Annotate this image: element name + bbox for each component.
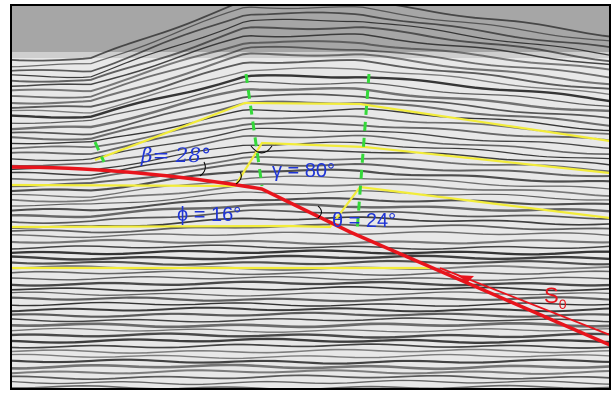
seismic-reflector [11,190,610,207]
seismic-reflector [11,93,610,136]
fault-arrow-head [456,275,474,282]
seismic-reflector [11,202,610,219]
seismic-reflector [11,141,610,171]
seismic-reflector [11,238,610,245]
axial-surfaces [93,73,371,233]
seismic-reflector [11,134,610,167]
seismic-background [11,58,610,389]
seismic-reflector [11,18,610,79]
seismic-reflector [11,379,610,386]
theta-label: θ = 24° [332,210,396,232]
phi-label: ϕ = 16° [177,204,241,226]
seismic-reflector [11,363,610,371]
axial-surface-left [244,73,264,187]
seismic-reflector [11,332,610,339]
seismic-reflector [11,321,610,329]
surface-label-subscript: 0 [559,296,567,312]
seismic-reflector [11,231,610,239]
seismic-reflector [11,384,610,389]
surface-label-main: S [544,283,559,308]
fault-trace [11,165,610,347]
seismic-reflector [11,327,610,333]
seismic-reflector [11,59,610,109]
fault [11,165,610,347]
seismic-reflector [11,175,610,198]
beta-label: β= 28° [140,143,211,167]
seismic-reflector [11,254,610,261]
seismic-reflector [11,286,610,292]
seismic-reflector [11,74,610,119]
seismic-reflector [11,162,610,188]
seismic-reflector [11,306,610,313]
seismic-reflector [11,11,610,73]
seismic-reflector [11,317,610,323]
seismic-reflector [11,168,610,193]
axial-surface-hanging [93,141,106,163]
horizon-1 [94,101,610,162]
seismic-reflector [11,296,610,303]
seismic-reflector [11,183,610,203]
seismic-reflector [11,86,610,131]
seismic-reflector [11,121,610,156]
phi-arc [235,171,242,185]
seismic-reflector [11,108,610,145]
gamma-label: γ = 80° [272,160,335,182]
gamma-arc [250,145,273,154]
seismic-reflector [11,343,610,349]
seismic-reflector [11,197,610,212]
angle-arcs [199,145,322,219]
horizons [11,101,610,270]
seismic-reflector [11,6,610,68]
seismic-reflector [11,270,610,276]
horizon-3 [11,185,610,229]
seismic-reflector [11,26,610,83]
seismic-reflector [11,280,610,287]
seismic-reflector [11,249,610,256]
figure-frame [10,4,611,390]
axial-surface-right [355,73,371,233]
seismic-reflector [11,45,610,99]
seismic-reflector [11,80,610,125]
seismic-reflector [11,40,610,93]
seismic-reflector [11,67,610,114]
seismic-reflections [11,5,610,389]
theta-arc [317,205,322,219]
angle-labels: β= 28° γ = 80° ϕ = 16° θ = 24° [140,143,396,232]
seismic-reflector [11,353,610,360]
seismic-reflector [11,337,610,344]
seismic-reflector [11,33,610,88]
seismic-reflector [11,244,610,250]
seismic-reflector [11,348,610,354]
seismic-reflector [11,311,610,318]
seismic-reflector [11,259,610,266]
seismic-reflector [11,291,610,297]
seismic-reflector [11,369,610,375]
seismic-reflector [11,5,610,62]
surface-label: S0 [544,283,567,312]
seismic-reflector [11,358,610,365]
horizon-2 [11,141,610,188]
beta-arc [199,161,206,177]
seismic-reflector [11,275,610,281]
seismic-reflector [11,52,610,105]
seismic-reflector [11,374,610,381]
seismic-reflector [11,156,610,181]
seismic-reflector [11,223,610,234]
